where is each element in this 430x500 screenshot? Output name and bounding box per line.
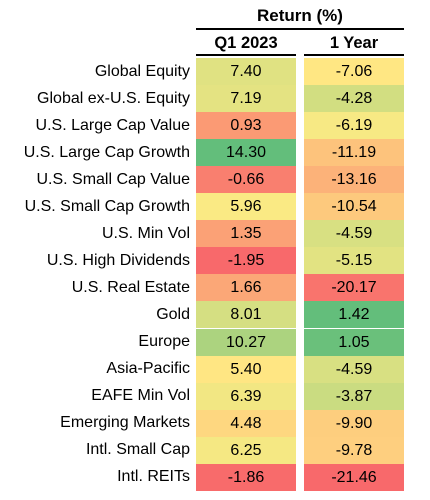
one-year-value-cell: -9.90	[304, 409, 404, 437]
row-label: EAFE Min Vol	[91, 387, 190, 405]
table-title: Return (%)	[257, 6, 343, 25]
q1-2023-value-cell: 1.66	[196, 274, 296, 302]
q1-2023-value-cell: 1.35	[196, 220, 296, 248]
one-year-value-cell: -4.59	[304, 355, 404, 383]
column-header-underline-q1	[196, 54, 296, 56]
q1-2023-value-cell: 8.01	[196, 301, 296, 329]
one-year-value-cell: -3.87	[304, 382, 404, 410]
row-label: Global Equity	[94, 62, 190, 80]
q1-2023-value-cell: 10.27	[196, 328, 296, 356]
q1-2023-value-cell: 7.19	[196, 85, 296, 113]
one-year-value-cell: -6.19	[304, 112, 404, 140]
one-year-value-cell: -7.06	[304, 58, 404, 85]
one-year-value-cell: -5.15	[304, 247, 404, 275]
q1-2023-value-cell: -1.86	[196, 463, 296, 491]
one-year-value-cell: -10.54	[304, 193, 404, 221]
row-label: Global ex-U.S. Equity	[37, 89, 190, 107]
q1-2023-value-cell: -1.95	[196, 247, 296, 275]
q1-2023-value-cell: 4.48	[196, 409, 296, 437]
q1-2023-value-cell: 6.39	[196, 382, 296, 410]
column-header-q1-2023: Q1 2023	[214, 34, 278, 52]
one-year-value-cell: -21.46	[304, 463, 404, 491]
q1-2023-value-cell: 0.93	[196, 112, 296, 140]
one-year-value-cell: -4.59	[304, 220, 404, 248]
row-label: Asia-Pacific	[106, 360, 190, 378]
one-year-value-cell: 1.05	[304, 328, 404, 356]
row-label: U.S. High Dividends	[46, 251, 190, 269]
q1-2023-value-cell: 5.40	[196, 355, 296, 383]
row-label: Emerging Markets	[60, 414, 190, 432]
column-header-1-year: 1 Year	[329, 34, 379, 52]
q1-2023-value-cell: 7.40	[196, 58, 296, 85]
one-year-value-cell: 1.42	[304, 301, 404, 329]
row-label: Intl. Small Cap	[85, 441, 190, 459]
one-year-value-cell: -9.78	[304, 436, 404, 464]
q1-2023-value-cell: 14.30	[196, 139, 296, 167]
one-year-value-cell: -13.16	[304, 166, 404, 194]
row-label: U.S. Min Vol	[101, 224, 190, 242]
row-label: U.S. Large Cap Growth	[23, 143, 190, 161]
row-label: Intl. REITs	[117, 468, 190, 486]
one-year-value-cell: -20.17	[304, 274, 404, 302]
one-year-value-cell: -11.19	[304, 139, 404, 167]
row-label: U.S. Small Cap Value	[36, 170, 190, 188]
title-underline	[196, 28, 404, 30]
column-header-underline-1y	[304, 54, 404, 56]
q1-2023-value-cell: 5.96	[196, 193, 296, 221]
row-label: U.S. Small Cap Growth	[24, 197, 190, 215]
row-label: U.S. Real Estate	[71, 278, 190, 296]
row-label: Europe	[138, 333, 190, 350]
row-label: Gold	[156, 305, 190, 323]
q1-2023-value-cell: 6.25	[196, 436, 296, 464]
one-year-value-cell: -4.28	[304, 85, 404, 113]
q1-2023-value-cell: -0.66	[196, 166, 296, 194]
row-label: U.S. Large Cap Value	[35, 116, 190, 134]
